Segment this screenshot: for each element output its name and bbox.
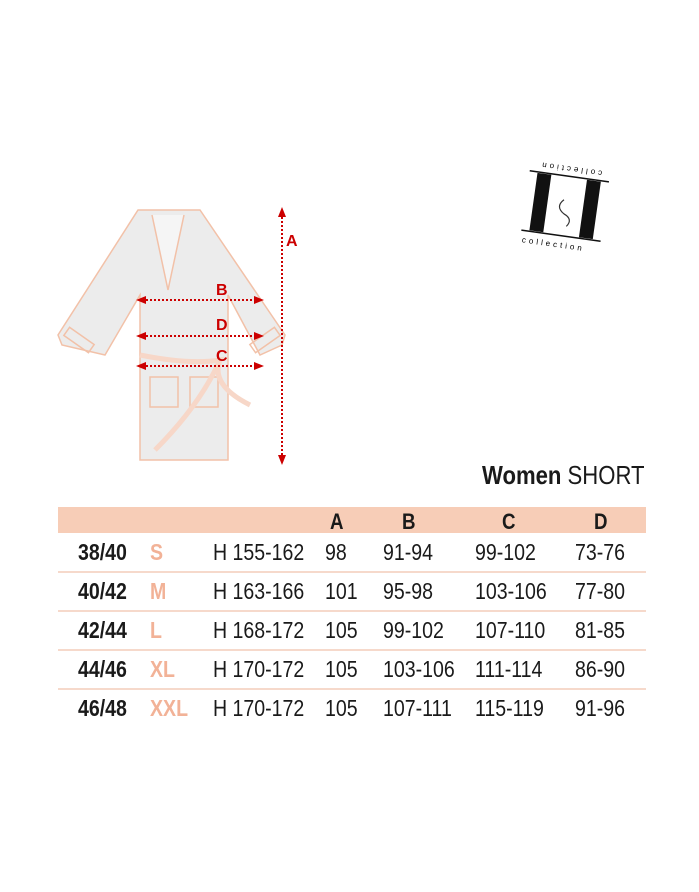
label-b: B [216, 282, 228, 299]
cell-height: H 170-172 [213, 695, 305, 721]
column-header-d: D [594, 509, 608, 534]
cell-a: 101 [325, 578, 358, 604]
row-divider [58, 610, 646, 612]
cell-height: H 168-172 [213, 617, 305, 643]
cell-eu: 44/46 [78, 656, 127, 682]
cell-b: 95-98 [383, 578, 434, 604]
cell-eu: 46/48 [78, 695, 127, 721]
column-header-a: A [330, 509, 344, 534]
table-row: 40/42 M H 163-166 101 95-98 103-106 77-80 [58, 573, 646, 612]
cell-d: 81-85 [575, 617, 626, 643]
table-header-band [58, 507, 646, 533]
row-divider [58, 688, 646, 690]
table-row: 42/44 L H 168-172 105 99-102 107-110 81-85 [58, 612, 646, 651]
cell-size: S [150, 539, 164, 565]
cell-height: H 170-172 [213, 656, 305, 682]
cell-eu: 42/44 [78, 617, 127, 643]
cell-d: 86-90 [575, 656, 626, 682]
table-row: 44/46 XL H 170-172 105 103-106 111-114 86-90 [58, 651, 646, 690]
cell-d: 77-80 [575, 578, 626, 604]
cell-b: 99-102 [383, 617, 444, 643]
title-gender: Women [482, 460, 562, 490]
cell-size: XL [150, 656, 175, 682]
cell-a: 98 [325, 539, 347, 565]
cell-size: L [150, 617, 162, 643]
cell-c: 103-106 [475, 578, 547, 604]
column-header-c: C [502, 509, 516, 534]
row-divider [58, 571, 646, 573]
cell-height: H 163-166 [213, 578, 305, 604]
cell-c: 115-119 [475, 695, 544, 721]
cell-size: M [150, 578, 167, 604]
chart-title: Women SHORT [482, 460, 645, 491]
cell-d: 91-96 [575, 695, 626, 721]
brand-logo: collection collection [521, 160, 610, 253]
cell-b: 103-106 [383, 656, 455, 682]
robe-diagram: A B D C [57, 207, 298, 465]
cell-size: XXL [150, 695, 189, 721]
cell-height: H 155-162 [213, 539, 305, 565]
table-row: 38/40 S H 155-162 98 91-94 99-102 73-76 [58, 534, 646, 573]
cell-eu: 40/42 [78, 578, 127, 604]
cell-eu: 38/40 [78, 539, 127, 565]
label-d: D [216, 317, 228, 334]
column-header-b: B [402, 509, 416, 534]
label-c: C [216, 348, 228, 365]
cell-c: 107-110 [475, 617, 546, 643]
cell-b: 91-94 [383, 539, 434, 565]
cell-a: 105 [325, 695, 358, 721]
title-length: SHORT [567, 460, 645, 490]
cell-c: 99-102 [475, 539, 536, 565]
table-row: 46/48 XXL H 170-172 105 107-111 115-119 91-96 [58, 690, 646, 729]
label-a: A [286, 233, 298, 250]
cell-a: 105 [325, 656, 358, 682]
cell-c: 111-114 [475, 656, 543, 682]
cell-d: 73-76 [575, 539, 626, 565]
cell-a: 105 [325, 617, 358, 643]
row-divider [58, 649, 646, 651]
cell-b: 107-111 [383, 695, 452, 721]
